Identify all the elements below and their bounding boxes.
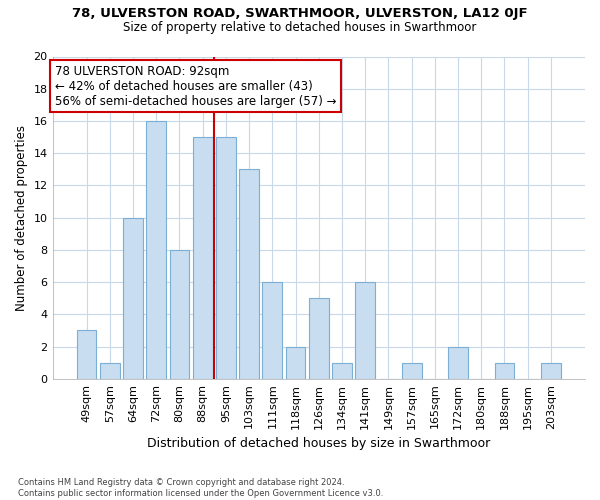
Bar <box>332 362 352 379</box>
Text: Size of property relative to detached houses in Swarthmoor: Size of property relative to detached ho… <box>124 21 476 34</box>
Bar <box>541 362 561 379</box>
Bar <box>309 298 329 379</box>
Text: Contains HM Land Registry data © Crown copyright and database right 2024.
Contai: Contains HM Land Registry data © Crown c… <box>18 478 383 498</box>
Bar <box>286 346 305 379</box>
Bar <box>170 250 190 379</box>
Bar <box>123 218 143 379</box>
Bar <box>402 362 422 379</box>
Bar <box>193 137 212 379</box>
Bar <box>77 330 97 379</box>
Bar <box>239 170 259 379</box>
Bar <box>494 362 514 379</box>
Bar <box>262 282 282 379</box>
X-axis label: Distribution of detached houses by size in Swarthmoor: Distribution of detached houses by size … <box>147 437 490 450</box>
Text: 78, ULVERSTON ROAD, SWARTHMOOR, ULVERSTON, LA12 0JF: 78, ULVERSTON ROAD, SWARTHMOOR, ULVERSTO… <box>72 8 528 20</box>
Bar <box>448 346 468 379</box>
Text: 78 ULVERSTON ROAD: 92sqm
← 42% of detached houses are smaller (43)
56% of semi-d: 78 ULVERSTON ROAD: 92sqm ← 42% of detach… <box>55 64 337 108</box>
Bar <box>146 121 166 379</box>
Bar <box>355 282 375 379</box>
Y-axis label: Number of detached properties: Number of detached properties <box>15 124 28 310</box>
Bar <box>216 137 236 379</box>
Bar <box>100 362 119 379</box>
